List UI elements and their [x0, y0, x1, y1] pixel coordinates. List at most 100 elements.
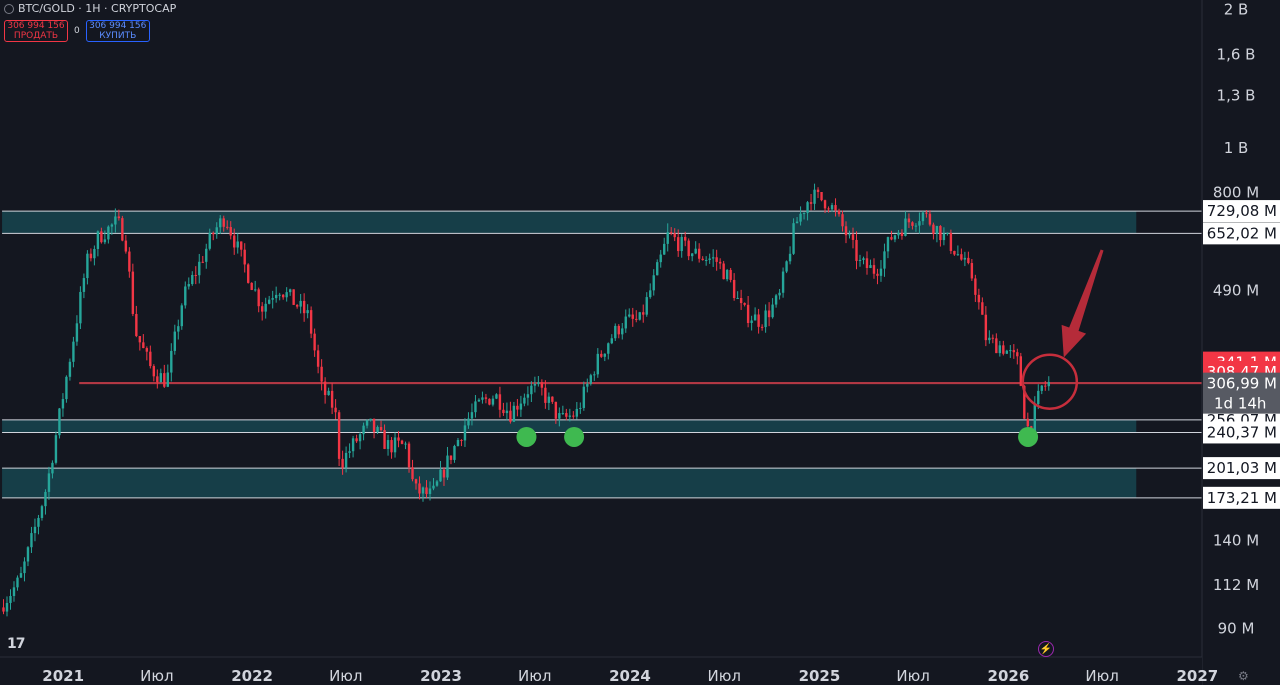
candle-body[interactable] [117, 216, 121, 219]
candle-body[interactable] [652, 275, 655, 291]
candle-body[interactable] [19, 573, 23, 578]
candle-body[interactable] [512, 405, 516, 422]
candle-body[interactable] [757, 314, 760, 327]
candle-body[interactable] [121, 218, 124, 241]
candle-body[interactable] [16, 577, 19, 588]
candle-body[interactable] [212, 232, 215, 235]
candle-body[interactable] [785, 261, 788, 272]
candle-body[interactable] [96, 231, 100, 249]
candle-body[interactable] [428, 488, 432, 494]
candle-body[interactable] [547, 396, 551, 403]
candle-body[interactable] [278, 294, 281, 296]
candle-body[interactable] [226, 226, 229, 228]
candle-body[interactable] [327, 390, 330, 396]
candle-body[interactable] [953, 250, 956, 255]
candle-body[interactable] [1026, 418, 1029, 427]
candle-body[interactable] [792, 223, 795, 254]
candle-body[interactable] [439, 469, 442, 482]
candle-body[interactable] [932, 224, 935, 234]
candle-body[interactable] [666, 232, 669, 244]
candle-body[interactable] [128, 251, 131, 272]
candle-body[interactable] [100, 231, 103, 243]
candle-body[interactable] [173, 331, 176, 351]
candle-body[interactable] [837, 210, 841, 215]
candle-body[interactable] [491, 398, 495, 405]
candle-body[interactable] [865, 258, 869, 268]
candle-body[interactable] [330, 390, 334, 408]
candle-body[interactable] [240, 241, 243, 250]
candle-body[interactable] [502, 409, 505, 414]
buy-button[interactable]: 306 994 156 КУПИТЬ [85, 20, 150, 42]
candle-body[interactable] [659, 254, 662, 263]
candle-body[interactable] [984, 314, 988, 341]
candle-body[interactable] [711, 257, 715, 259]
candle-body[interactable] [288, 289, 292, 293]
candle-body[interactable] [467, 418, 470, 426]
candle-body[interactable] [337, 412, 341, 459]
candle-body[interactable] [1033, 404, 1036, 434]
candle-body[interactable] [816, 189, 820, 192]
candle-body[interactable] [704, 260, 708, 262]
candle-body[interactable] [600, 353, 603, 357]
candle-body[interactable] [257, 289, 260, 307]
candle-body[interactable] [247, 264, 250, 283]
lightning-icon[interactable]: ⚡ [1038, 641, 1054, 657]
candle-body[interactable] [701, 258, 704, 261]
candle-body[interactable] [827, 208, 830, 210]
candle-body[interactable] [795, 221, 799, 224]
candle-body[interactable] [995, 338, 998, 354]
candle-body[interactable] [767, 310, 771, 318]
candle-body[interactable] [799, 213, 802, 222]
candle-body[interactable] [355, 438, 358, 442]
candle-body[interactable] [621, 328, 624, 335]
candle-body[interactable] [453, 446, 456, 460]
candle-body[interactable] [400, 440, 404, 444]
candle-body[interactable] [697, 248, 701, 259]
candle-body[interactable] [47, 473, 51, 492]
candle-body[interactable] [509, 410, 512, 422]
candle-body[interactable] [1002, 345, 1005, 354]
candle-body[interactable] [233, 235, 236, 248]
candle-body[interactable] [844, 226, 848, 236]
candle-body[interactable] [404, 443, 407, 445]
candle-body[interactable] [642, 312, 645, 315]
candle-body[interactable] [533, 384, 537, 386]
candle-body[interactable] [869, 265, 872, 268]
candle-body[interactable] [862, 258, 865, 260]
candle-body[interactable] [184, 286, 187, 306]
candle-body[interactable] [348, 451, 351, 453]
candle-body[interactable] [5, 602, 9, 612]
candle-body[interactable] [753, 314, 757, 321]
candle-body[interactable] [732, 279, 736, 299]
candle-body[interactable] [163, 373, 166, 387]
candle-body[interactable] [219, 218, 222, 228]
candle-body[interactable] [949, 232, 953, 251]
candle-body[interactable] [516, 405, 519, 410]
candle-body[interactable] [488, 398, 491, 405]
candle-body[interactable] [670, 232, 673, 234]
candle-body[interactable] [1037, 390, 1040, 405]
candle-body[interactable] [383, 430, 386, 449]
candle-body[interactable] [229, 227, 232, 236]
candle-body[interactable] [781, 271, 785, 293]
candle-body[interactable] [820, 191, 823, 201]
candle-body[interactable] [960, 254, 963, 260]
candle-body[interactable] [673, 233, 676, 238]
candle-body[interactable] [477, 399, 481, 402]
candle-body[interactable] [519, 403, 523, 410]
candle-body[interactable] [638, 312, 641, 320]
candle-body[interactable] [313, 333, 316, 351]
candle-body[interactable] [292, 289, 295, 305]
candle-body[interactable] [530, 385, 533, 395]
candle-body[interactable] [316, 350, 320, 367]
candle-body[interactable] [946, 232, 949, 234]
candle-body[interactable] [736, 297, 739, 299]
candle-body[interactable] [624, 316, 627, 329]
candle-body[interactable] [421, 487, 425, 494]
candle-body[interactable] [544, 387, 547, 403]
candle-body[interactable] [180, 305, 183, 327]
candle-body[interactable] [271, 298, 274, 300]
candle-body[interactable] [463, 425, 467, 441]
candle-body[interactable] [75, 323, 79, 342]
candle-body[interactable] [760, 326, 764, 328]
